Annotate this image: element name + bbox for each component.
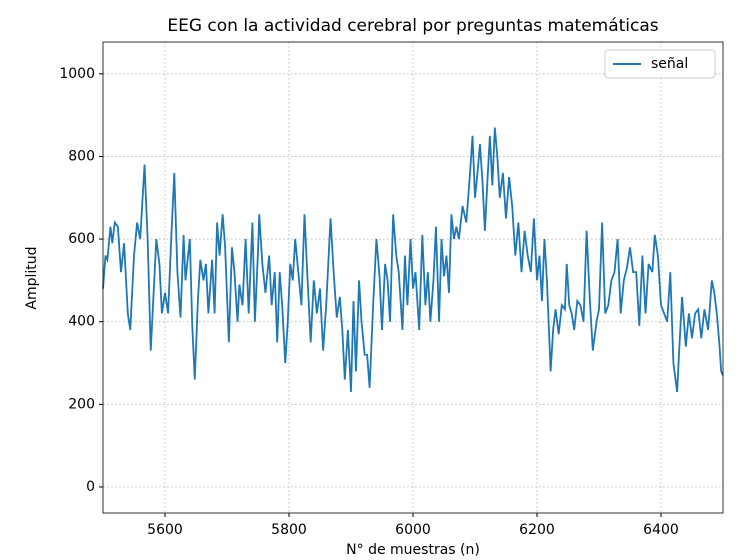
y-tick-label: 200 [68, 396, 95, 412]
line-series [102, 127, 724, 393]
x-axis-label: N° de muestras (n) [346, 542, 480, 558]
x-tick-label: 6400 [643, 522, 679, 538]
x-tick-label: 5600 [147, 522, 183, 538]
y-tick-label: 800 [68, 148, 95, 164]
legend-label: señal [651, 56, 688, 72]
x-tick-label: 6000 [395, 522, 431, 538]
y-tick-label: 1000 [59, 66, 95, 82]
plot-frame [102, 41, 724, 514]
y-axis-label: Amplitud [24, 246, 40, 309]
y-tick-label: 400 [68, 314, 95, 330]
legend-box [604, 49, 716, 79]
y-tick-label: 600 [68, 231, 95, 247]
x-tick-label: 5800 [271, 522, 307, 538]
y-tick-label: 0 [86, 479, 95, 495]
chart-title: EEG con la actividad cerebral por pregun… [167, 16, 658, 36]
x-tick-label: 6200 [519, 522, 555, 538]
